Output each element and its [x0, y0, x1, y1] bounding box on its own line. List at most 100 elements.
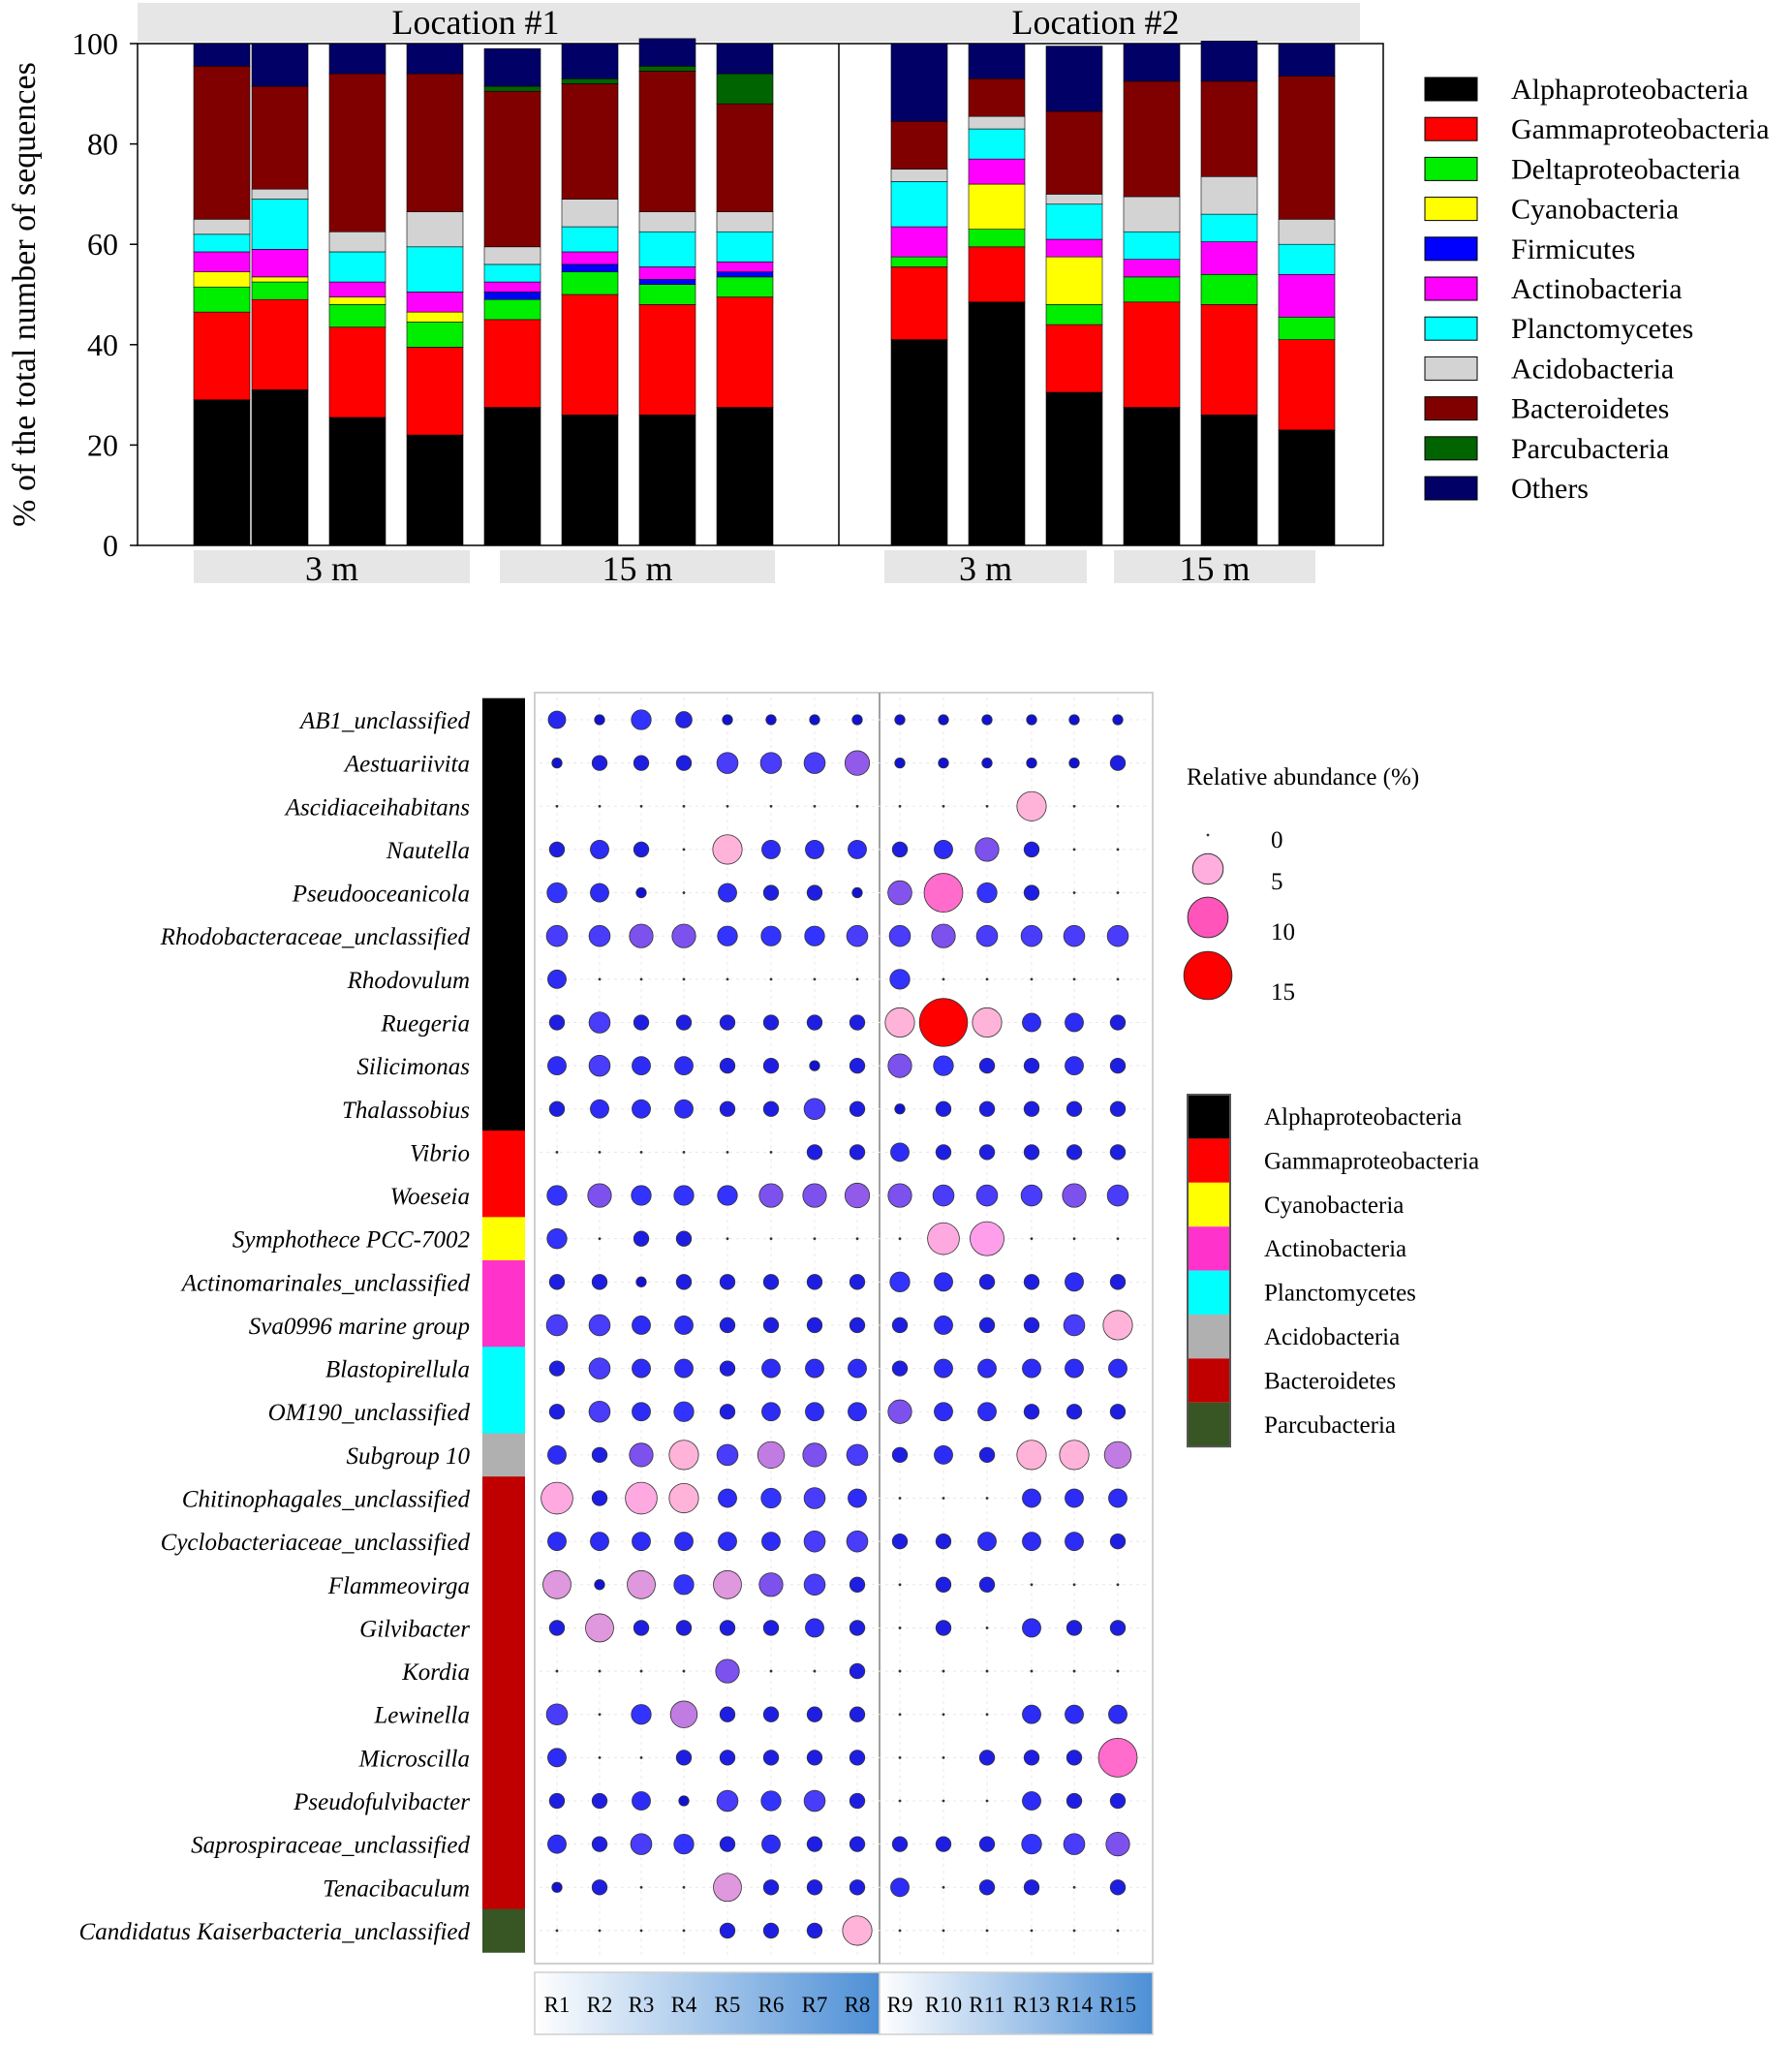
bubble-gilvibacter-r1: [548, 1620, 566, 1636]
bubble-pseudofulvibacter-r5: [716, 1789, 739, 1813]
bubble-om190-unclassified-r15: [1109, 1404, 1127, 1420]
bubble-saprospiraceae-unclassified-r8: [849, 1836, 866, 1852]
bubble-rhodobacteraceae-unclassified-r8: [846, 924, 869, 947]
sample-label-r1: R1: [544, 1993, 571, 2017]
genus-label: Tenacibaculum: [323, 1875, 470, 1902]
legend-swatch-gammaproteobacteria: [1424, 116, 1478, 141]
legend-swatch-parcubacteria: [1424, 436, 1478, 461]
bubble-flammeovirga-r3: [627, 1569, 656, 1599]
bubble-om190-unclassified-r14: [1066, 1404, 1083, 1420]
legend-label-planctomycetes: Planctomycetes: [1511, 313, 1693, 345]
bubble-pseudofulvibacter-r4: [678, 1795, 690, 1807]
bubble-tenacibaculum-r1: [551, 1881, 563, 1893]
sample-label-r6: R6: [758, 1993, 785, 2017]
bubble-pseudooceanicola-r3: [635, 886, 647, 899]
bubble-ruegeria-r4: [675, 1014, 693, 1031]
bubble-empty: [942, 1497, 945, 1500]
bubble-lewinella-r6: [762, 1706, 780, 1722]
bubble-lewinella-r13: [1022, 1704, 1041, 1724]
bubble-cyclobacteriaceae-unclassified-r2: [590, 1532, 609, 1552]
bubble-vibrio-r14: [1066, 1144, 1083, 1161]
bubble-silicimonas-r3: [632, 1056, 651, 1076]
bubble-ab1-unclassified-r3: [631, 709, 652, 730]
bar-segment-deltaproteobacteria-13: [1200, 273, 1258, 305]
bubble-ab1-unclassified-r8: [851, 714, 863, 726]
bubble-cyclobacteriaceae-unclassified-r7: [803, 1530, 826, 1553]
bubble-sva0996-marine-group-r13: [1023, 1317, 1040, 1334]
bubble-nautella-r7: [805, 839, 824, 859]
bar-segment-gammaproteobacteria-4: [406, 347, 464, 436]
bar-segment-actinobacteria-12: [1123, 259, 1181, 278]
bar-segment-planctomycetes-5: [483, 263, 541, 283]
bubble-silicimonas-r6: [762, 1057, 780, 1074]
bubble-woeseia-r11: [975, 1184, 999, 1207]
bar-segment-firmicutes-7: [638, 279, 696, 285]
y-axis-label: % of the total number of sequences: [7, 62, 43, 527]
class-bar-alphaproteobacteria: [482, 827, 525, 872]
bar-segment-parcubacteria-5: [483, 85, 541, 92]
bubble-cyclobacteriaceae-unclassified-r9: [891, 1533, 909, 1550]
class-legend-label-gammaproteobacteria: Gammaproteobacteria: [1264, 1148, 1479, 1174]
bubble-sva0996-marine-group-r9: [891, 1317, 909, 1334]
bar-segment-others-10: [968, 43, 1026, 79]
class-legend-label-planctomycetes: Planctomycetes: [1264, 1281, 1416, 1307]
bubble-tenacibaculum-r7: [806, 1879, 823, 1896]
genus-label: Woeseia: [390, 1184, 470, 1210]
class-bar-actinobacteria: [482, 1260, 525, 1305]
bubble-silicimonas-r7: [809, 1060, 820, 1071]
bubble-subgroup-10-r9: [891, 1446, 909, 1464]
bubble-sva0996-marine-group-r1: [545, 1314, 569, 1337]
bubble-cyclobacteriaceae-unclassified-r5: [718, 1532, 737, 1552]
bar-segment-actinobacteria-6: [561, 251, 619, 265]
bubble-actinomarinales-unclassified-r5: [719, 1274, 736, 1290]
bubble-lewinella-r3: [631, 1704, 652, 1725]
bar-segment-deltaproteobacteria-2: [251, 281, 309, 300]
bubble-chitinophagales-unclassified-r3: [625, 1481, 658, 1515]
bubble-sva0996-marine-group-r6: [762, 1317, 780, 1334]
bubble-empty: [855, 1237, 859, 1241]
bubble-actinomarinales-unclassified-r4: [675, 1274, 693, 1290]
bar-segment-gammaproteobacteria-5: [483, 319, 541, 408]
bubble-empty: [898, 1713, 902, 1717]
bubble-subgroup-10-r2: [591, 1446, 608, 1464]
genus-label: Flammeovirga: [327, 1573, 470, 1599]
bar-segment-others-2: [251, 43, 309, 87]
bar-segment-actinobacteria-5: [483, 281, 541, 293]
bar-segment-alphaproteobacteria-3: [328, 417, 386, 546]
bubble-aestuariivita-r8: [844, 750, 871, 776]
bubble-thalassobius-r11: [978, 1100, 996, 1117]
bubble-vibrio-r13: [1023, 1144, 1040, 1161]
bubble-lewinella-r5: [719, 1706, 736, 1722]
legend-label-alphaproteobacteria: Alphaproteobacteria: [1511, 74, 1748, 106]
bubble-empty: [1072, 891, 1076, 894]
bubble-om190-unclassified-r8: [848, 1402, 867, 1422]
bubble-symphothece-pcc-7002-r3: [633, 1230, 650, 1247]
bubble-chitinophagales-unclassified-r1: [541, 1481, 573, 1515]
bubble-microscilla-r8: [849, 1750, 866, 1766]
bubble-empty: [639, 1151, 643, 1154]
bubble-saprospiraceae-unclassified-r7: [806, 1836, 823, 1852]
class-legend-label-actinobacteria: Actinobacteria: [1264, 1236, 1406, 1262]
bubble-empty: [813, 804, 817, 808]
class-bar-alphaproteobacteria: [482, 871, 525, 915]
bubble-aestuariivita-r1: [551, 758, 563, 769]
bubble-cyclobacteriaceae-unclassified-r11: [977, 1532, 997, 1552]
y-tick-label: 0: [103, 528, 118, 563]
bubble-tenacibaculum-r9: [890, 1877, 910, 1898]
bar-segment-actinobacteria-1: [193, 251, 251, 272]
bubble-nautella-r9: [891, 841, 909, 858]
bar-segment-bacteroidetes-13: [1200, 80, 1258, 177]
bar-segment-acidobacteria-12: [1123, 196, 1181, 232]
class-bar-bacteroidetes: [482, 1692, 525, 1737]
bubble-thalassobius-r10: [935, 1100, 952, 1117]
bubble-flammeovirga-r6: [758, 1572, 784, 1597]
bubble-ruegeria-r11: [972, 1007, 1003, 1038]
bar-segment-parcubacteria-8: [716, 73, 774, 105]
bubble-pseudofulvibacter-r13: [1022, 1791, 1041, 1811]
genus-label: Rhodovulum: [347, 968, 470, 994]
bubble-microscilla-r13: [1023, 1750, 1040, 1766]
bar-segment-acidobacteria-6: [561, 199, 619, 228]
bubble-aestuariivita-r3: [633, 755, 650, 771]
bubble-ruegeria-r7: [806, 1014, 823, 1031]
bar-segment-acidobacteria-14: [1278, 219, 1336, 245]
